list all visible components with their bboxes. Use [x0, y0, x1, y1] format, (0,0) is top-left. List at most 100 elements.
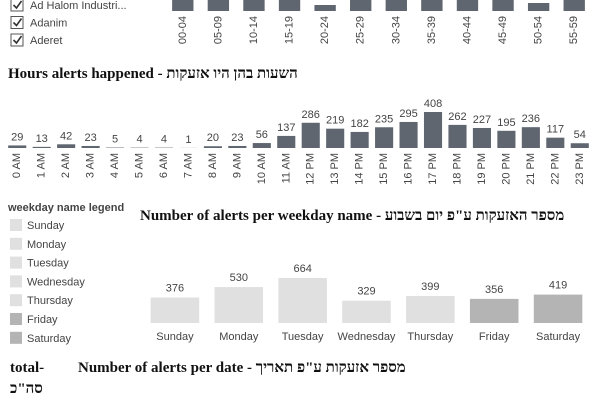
x-tick-label: 25-29: [355, 16, 367, 44]
value-label: 182: [350, 118, 368, 130]
bar: [385, 0, 407, 11]
date-title: Number of alerts per date - מספר אזעקות …: [78, 360, 406, 376]
bar: [252, 143, 271, 148]
value-label: 236: [522, 113, 540, 125]
bar: [527, 3, 550, 11]
value-label: 376: [166, 283, 184, 295]
value-label: 56: [256, 129, 268, 141]
x-tick-label: Sunday: [156, 331, 194, 343]
x-tick-label: 50-54: [533, 16, 545, 44]
bar: [423, 112, 443, 148]
x-tick-label: Wednesday: [338, 331, 396, 343]
bar: [314, 5, 336, 11]
x-tick-label: 55-59: [568, 16, 580, 44]
value-label: 1: [185, 134, 191, 146]
weekday-title: Number of alerts per weekday name - מספר…: [140, 208, 565, 224]
value-label: 195: [497, 117, 515, 129]
x-tick-label: 7 AM: [182, 153, 194, 178]
bar: [214, 287, 264, 323]
x-tick-label: Friday: [479, 331, 510, 343]
bar: [150, 297, 200, 323]
value-label: 4: [161, 134, 167, 146]
x-tick-label: 05-09: [212, 16, 224, 44]
bar: [278, 278, 327, 323]
bar: [492, 0, 514, 11]
x-tick-label: 00-04: [177, 16, 189, 44]
value-label: 4: [136, 134, 142, 146]
check: [12, 35, 23, 45]
value-label: 23: [84, 132, 96, 144]
total-label: סה"כ: [10, 381, 43, 397]
x-tick-label: 0 AM: [11, 153, 23, 178]
x-tick-label: 11 AM: [280, 153, 292, 183]
legend-swatch: [10, 294, 22, 307]
legend-label: Saturday: [27, 333, 72, 345]
bar: [469, 298, 519, 323]
bar: [278, 0, 301, 11]
bar: [375, 127, 394, 148]
x-tick-label: 10-14: [248, 16, 260, 44]
value-label: 262: [448, 111, 466, 123]
filter-label: Aderet: [30, 35, 62, 47]
value-label: 286: [302, 109, 320, 121]
check: [12, 18, 23, 27]
x-tick-label: 20 PM: [500, 153, 512, 185]
bar: [406, 295, 455, 323]
checkbox[interactable]: [10, 0, 24, 12]
x-tick-label: 4 AM: [109, 153, 121, 178]
value-label: 29: [11, 131, 23, 143]
bar: [81, 145, 100, 148]
legend-label: Tuesday: [27, 258, 69, 270]
value-label: 399: [421, 281, 439, 293]
bar: [533, 294, 583, 323]
bar: [456, 0, 479, 11]
bar: [570, 143, 589, 148]
x-tick-label: 19 PM: [476, 153, 488, 185]
bar: [228, 145, 247, 148]
x-tick-label: 40-44: [461, 16, 473, 44]
value-label: 419: [549, 280, 567, 292]
bar: [32, 146, 51, 148]
x-tick-label: 45-49: [497, 16, 509, 44]
value-label: 13: [36, 133, 48, 145]
x-tick-label: 15-19: [284, 16, 296, 44]
value-label: 356: [485, 284, 503, 296]
x-tick-label: 2 AM: [60, 153, 72, 178]
x-tick-label: Monday: [219, 331, 259, 343]
bar: [448, 124, 467, 148]
filter-label: Adanim: [30, 18, 67, 30]
bar: [277, 135, 296, 148]
value-label: 137: [277, 122, 295, 134]
bar: [301, 122, 320, 148]
value-label: 5: [112, 134, 118, 146]
value-label: 329: [357, 286, 375, 298]
x-tick-label: Tuesday: [282, 331, 324, 343]
x-tick-label: 21 PM: [525, 153, 537, 185]
x-tick-label: 18 PM: [451, 153, 463, 185]
x-tick-label: 14 PM: [354, 153, 366, 185]
x-tick-label: 5 AM: [134, 153, 146, 178]
legend-swatch: [10, 219, 22, 231]
bar: [497, 130, 516, 148]
x-tick-label: 13 PM: [329, 153, 341, 185]
x-tick-label: 8 AM: [207, 153, 219, 178]
x-tick-label: 1 AM: [36, 153, 48, 178]
bar: [8, 145, 27, 148]
x-tick-label: 10 AM: [256, 153, 268, 184]
legend-swatch: [10, 256, 22, 269]
x-tick-label: Thursday: [407, 331, 453, 343]
bar: [421, 0, 443, 11]
x-tick-label: 17 PM: [427, 153, 439, 185]
x-tick-label: 16 PM: [403, 153, 415, 185]
check: [12, 0, 23, 10]
bar: [521, 127, 540, 148]
value-label: 219: [326, 115, 344, 127]
value-label: 408: [424, 98, 442, 110]
bar: [243, 0, 265, 11]
value-label: 42: [60, 130, 72, 142]
legend-swatch: [10, 237, 22, 250]
hours-title: Hours alerts happened - השעות בהן היו אז…: [8, 66, 298, 82]
x-tick-label: 15 PM: [378, 153, 390, 185]
bar: [399, 121, 418, 148]
